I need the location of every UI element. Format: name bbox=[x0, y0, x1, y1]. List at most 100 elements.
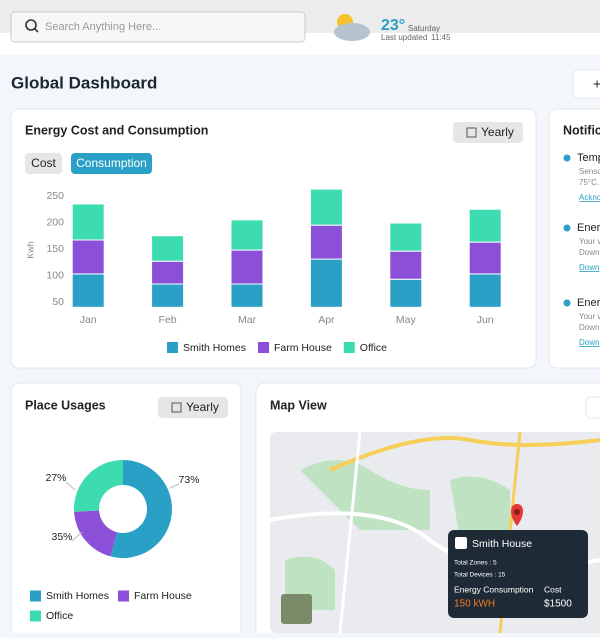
bar-segment bbox=[468, 208, 502, 243]
bar-segment bbox=[309, 188, 343, 226]
notification-title: Energ bbox=[577, 222, 600, 234]
notifications-title: Notific bbox=[563, 123, 600, 137]
map-layer-thumb[interactable] bbox=[281, 594, 312, 624]
x-tick-label: Mar bbox=[238, 314, 257, 326]
notification-text: Your v bbox=[579, 312, 600, 321]
popup-consumption-label: Energy Consumption bbox=[454, 584, 534, 594]
bar-segment bbox=[230, 219, 264, 251]
popup-consumption-value: 150 kWH bbox=[454, 599, 495, 610]
donut-slice bbox=[74, 510, 117, 557]
popup-title: Smith House bbox=[472, 538, 532, 550]
x-tick-label: Feb bbox=[159, 314, 177, 326]
map-title: Map View bbox=[270, 398, 327, 412]
legend-swatch bbox=[118, 590, 129, 602]
map[interactable]: Smith House Total Zones : 5 Total Device… bbox=[269, 431, 600, 634]
map-popup bbox=[448, 530, 588, 618]
map-road bbox=[338, 431, 362, 634]
x-tick-label: Jan bbox=[80, 314, 97, 326]
notification-link[interactable]: Down bbox=[579, 263, 599, 272]
map-park bbox=[300, 460, 430, 530]
y-tick-label: 200 bbox=[46, 216, 64, 228]
map-button[interactable] bbox=[585, 396, 600, 419]
y-tick-label: 250 bbox=[46, 190, 64, 202]
last-updated-time: 11:45 bbox=[431, 33, 451, 42]
card-title: Place Usages bbox=[25, 398, 106, 412]
y-tick-label: 150 bbox=[46, 243, 64, 255]
legend-label: Smith Homes bbox=[46, 590, 109, 602]
card-title: Energy Cost and Consumption bbox=[25, 123, 208, 137]
notification-title: Energ bbox=[577, 297, 600, 309]
search-placeholder: Search Anything Here... bbox=[45, 21, 161, 33]
legend-label: Farm House bbox=[274, 342, 332, 354]
notification-text: 75°C. bbox=[579, 178, 599, 187]
bar-segment bbox=[389, 278, 423, 308]
bar-segment bbox=[468, 273, 502, 308]
donut-slice bbox=[110, 460, 173, 558]
bar-segment bbox=[71, 239, 105, 275]
notification-text: Down bbox=[579, 248, 599, 257]
legend-label: Office bbox=[46, 610, 73, 622]
notification-link[interactable]: Down bbox=[579, 338, 599, 347]
period-label: Yearly bbox=[186, 400, 219, 414]
popup-icon bbox=[455, 537, 467, 549]
leader-line bbox=[169, 483, 180, 489]
search-box[interactable] bbox=[10, 11, 306, 43]
legend-label: Farm House bbox=[134, 590, 192, 602]
notification-text: Your v bbox=[579, 237, 600, 246]
bar-segment bbox=[309, 258, 343, 308]
leader-line bbox=[65, 481, 76, 491]
notification-dot bbox=[563, 154, 571, 162]
legend-label: Office bbox=[360, 342, 387, 354]
slice-label: 73% bbox=[178, 474, 199, 486]
map-park bbox=[450, 476, 510, 540]
page-title: Global Dashboard bbox=[11, 73, 157, 92]
x-tick-label: May bbox=[396, 314, 417, 326]
bar-segment bbox=[151, 260, 185, 285]
donut-slice bbox=[74, 460, 123, 512]
bar-segment bbox=[468, 241, 502, 275]
period-button[interactable] bbox=[158, 397, 228, 418]
legend-swatch bbox=[258, 342, 270, 353]
toggle-button[interactable] bbox=[71, 153, 152, 174]
legend-swatch bbox=[30, 610, 41, 622]
notifications-card bbox=[548, 108, 600, 369]
bar-segment bbox=[389, 250, 423, 280]
popup-zones: Total Zones : 5 bbox=[454, 560, 497, 567]
period-label: Yearly bbox=[481, 125, 514, 139]
slice-label: 27% bbox=[45, 472, 66, 484]
toggle-button[interactable] bbox=[25, 153, 62, 174]
map-pin-dot bbox=[514, 509, 520, 515]
bar-segment bbox=[230, 283, 264, 308]
x-tick-label: Jun bbox=[477, 314, 494, 326]
period-button[interactable] bbox=[453, 122, 523, 143]
weather-cloud bbox=[334, 23, 370, 41]
calendar-icon bbox=[171, 402, 182, 413]
search-icon bbox=[25, 19, 37, 31]
toggle-label: Cost bbox=[31, 156, 56, 170]
notification-title: Temp bbox=[577, 152, 600, 164]
bar-segment bbox=[230, 249, 264, 285]
y-axis-label: Kwh bbox=[25, 241, 35, 259]
legend-swatch bbox=[30, 590, 41, 602]
bar-segment bbox=[71, 203, 105, 241]
bar-segment bbox=[151, 235, 185, 262]
y-tick-label: 50 bbox=[52, 296, 64, 308]
popup-cost-label: Cost bbox=[544, 584, 562, 594]
bar-segment bbox=[389, 222, 423, 252]
legend-swatch bbox=[167, 342, 178, 353]
notification-dot bbox=[563, 224, 571, 232]
popup-devices: Total Devices : 15 bbox=[454, 572, 506, 579]
bar-segment bbox=[71, 273, 105, 308]
toggle-label: Consumption bbox=[76, 156, 147, 170]
notification-text: Senso bbox=[579, 167, 600, 176]
bar-segment bbox=[309, 224, 343, 260]
slice-label: 35% bbox=[51, 531, 72, 543]
notification-dot bbox=[563, 299, 571, 307]
y-tick-label: 100 bbox=[46, 269, 64, 281]
notification-link[interactable]: Ackno bbox=[579, 193, 600, 202]
leader-line bbox=[71, 531, 83, 542]
add-button-label: + bbox=[593, 76, 600, 92]
add-button[interactable] bbox=[572, 69, 600, 99]
weather-day: Saturday bbox=[408, 24, 440, 33]
